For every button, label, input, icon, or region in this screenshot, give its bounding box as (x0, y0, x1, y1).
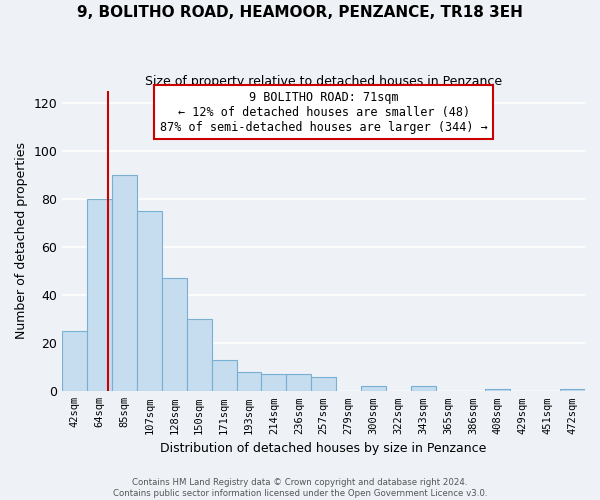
Bar (137, 211, 162, 392)
Text: 9 BOLITHO ROAD: 71sqm
← 12% of detached houses are smaller (48)
87% of semi-deta: 9 BOLITHO ROAD: 71sqm ← 12% of detached … (160, 90, 488, 134)
Bar (62, 331, 87, 392)
Bar (560, 389, 585, 392)
Text: 9, BOLITHO ROAD, HEAMOOR, PENZANCE, TR18 3EH: 9, BOLITHO ROAD, HEAMOOR, PENZANCE, TR18… (77, 5, 523, 20)
Y-axis label: Number of detached properties: Number of detached properties (15, 142, 28, 340)
Bar (187, 319, 212, 392)
Bar (236, 372, 262, 392)
Bar (411, 386, 436, 392)
Bar (286, 374, 311, 392)
Bar (262, 374, 286, 392)
Text: Contains HM Land Registry data © Crown copyright and database right 2024.
Contai: Contains HM Land Registry data © Crown c… (113, 478, 487, 498)
Bar (87, 199, 112, 392)
Title: Size of property relative to detached houses in Penzance: Size of property relative to detached ho… (145, 75, 502, 88)
Bar (311, 377, 336, 392)
Bar (162, 278, 187, 392)
X-axis label: Distribution of detached houses by size in Penzance: Distribution of detached houses by size … (160, 442, 487, 455)
Bar (485, 389, 511, 392)
Bar (212, 360, 236, 392)
Bar (361, 386, 386, 392)
Bar (112, 175, 137, 392)
